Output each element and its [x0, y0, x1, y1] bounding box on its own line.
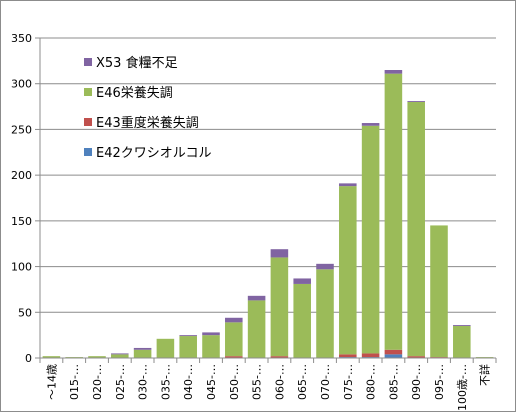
- x-tick-label: 050-…: [228, 364, 241, 400]
- x-tick-label: 020-…: [91, 364, 104, 400]
- bar-segment: [202, 332, 220, 336]
- legend-swatch: [84, 148, 92, 156]
- legend-swatch: [84, 118, 92, 126]
- y-tick-labels: 0 50 100 150 200 250 300 350: [11, 32, 32, 365]
- bar-segment: [88, 356, 106, 358]
- bar-segment: [156, 338, 175, 358]
- x-tick-label: 075-…: [342, 364, 355, 400]
- bar-segment: [407, 356, 425, 358]
- bar-segment: [453, 325, 471, 326]
- bar-segment: [339, 186, 357, 355]
- axes: [39, 38, 497, 363]
- x-tick-label: 065-…: [296, 364, 309, 400]
- bar-segment: [316, 269, 334, 358]
- bar-segment: [133, 347, 152, 350]
- y-tick-label: 0: [25, 352, 32, 365]
- y-tick-label: 100: [11, 261, 32, 274]
- x-tick-label: 090-…: [410, 364, 423, 400]
- bar-segment: [407, 101, 425, 102]
- x-tick-label: 060-…: [273, 364, 286, 400]
- bar-segment: [339, 183, 357, 187]
- bar-segment: [133, 349, 152, 358]
- bar-segment: [111, 354, 129, 358]
- y-tick-label: 50: [18, 306, 32, 319]
- legend-swatch: [84, 58, 92, 66]
- legend-label: E42クワシオルコル: [96, 146, 212, 161]
- bar-segment: [225, 322, 243, 357]
- legend-swatch: [84, 88, 92, 96]
- bar-segment: [384, 73, 403, 350]
- x-tick-label: 040-…: [182, 364, 195, 400]
- bar-segment: [384, 349, 403, 355]
- bar-segment: [179, 336, 197, 358]
- x-tick-label: 080-…: [365, 364, 378, 400]
- y-tick-label: 250: [11, 123, 32, 136]
- bar-segment: [293, 283, 311, 358]
- bar-segment: [247, 295, 266, 301]
- legend: X53 食糧不足 E46栄養失調 E43重度栄養失調 E42クワシオルコル: [84, 55, 212, 161]
- y-tick-label: 300: [11, 78, 32, 91]
- bar-segment: [202, 335, 220, 358]
- bar-segment: [453, 326, 471, 358]
- bar-segment: [179, 335, 197, 337]
- x-tick-label: 015-…: [68, 364, 81, 400]
- x-tick-label: 100歳-…: [456, 364, 469, 411]
- bar-segment: [225, 317, 243, 323]
- bar-segment: [42, 356, 61, 358]
- x-tick-labels: ～14歳 015-… 020-… 025-… 030-… 035-… 040-… 045-… 0…: [45, 364, 491, 411]
- x-tick-label: 070-…: [319, 364, 332, 400]
- x-tick-label: ～14歳: [45, 364, 58, 400]
- bar-segment: [111, 353, 129, 355]
- y-tick-label: 200: [11, 169, 32, 182]
- legend-label: E43重度栄養失調: [96, 115, 199, 131]
- x-tick-label: 045-…: [205, 364, 218, 400]
- bar-segment: [384, 354, 403, 358]
- x-tick-label: 不詳: [478, 364, 492, 386]
- bar-segment: [270, 257, 289, 357]
- bar-segment: [316, 263, 334, 270]
- x-tick-label: 025-…: [114, 364, 127, 400]
- x-tick-label: 055-…: [251, 364, 264, 400]
- x-tick-label: 095-…: [433, 364, 446, 400]
- bar-segment: [430, 225, 448, 358]
- bar-segment: [293, 278, 311, 284]
- bar-segment: [361, 125, 380, 354]
- bar-segment: [361, 123, 380, 126]
- y-tick-label: 150: [11, 215, 32, 228]
- bar-segment: [339, 354, 357, 358]
- legend-label: X53 食糧不足: [96, 55, 178, 71]
- bar-segment: [270, 356, 289, 358]
- y-tick-label: 350: [11, 32, 32, 45]
- bar-segment: [407, 102, 425, 357]
- legend-label: E46栄養失調: [96, 85, 173, 101]
- bar-segment: [247, 300, 266, 358]
- bar-segment: [270, 249, 289, 258]
- bar-segment: [225, 356, 243, 358]
- bar-segment: [361, 353, 380, 358]
- bar-segment: [384, 70, 403, 74]
- x-tick-label: 085-…: [387, 364, 400, 400]
- x-tick-label: 030-…: [137, 364, 150, 400]
- bars: [42, 70, 494, 358]
- x-tick-label: 035-…: [159, 364, 172, 400]
